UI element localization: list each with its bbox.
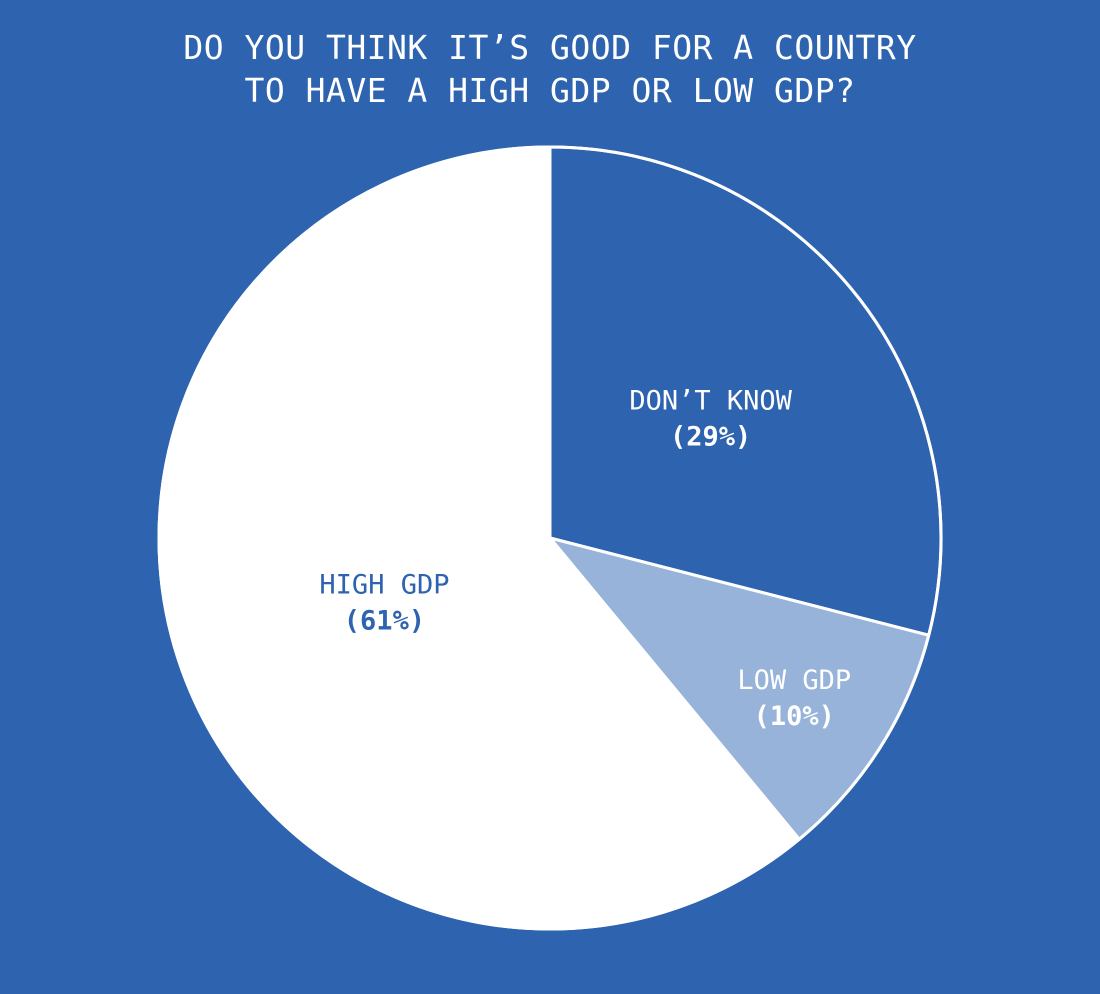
chart-title-line-1: DO YOU THINK IT’S GOOD FOR A COUNTRY xyxy=(183,28,917,67)
slice-percent-high-gdp: (61%) xyxy=(344,606,425,637)
chart-title-line-2: TO HAVE A HIGH GDP OR LOW GDP? xyxy=(244,71,856,110)
slice-label-low-gdp: LOW GDP xyxy=(737,665,851,696)
chart-title: DO YOU THINK IT’S GOOD FOR A COUNTRY TO … xyxy=(0,26,1100,112)
pie-outline xyxy=(157,145,943,931)
slice-label-high-gdp: HIGH GDP xyxy=(319,570,449,601)
slice-percent-low-gdp: (10%) xyxy=(754,701,835,732)
pie-labels: DON’T KNOW (29%) LOW GDP (10%) HIGH GDP (61%) xyxy=(319,385,851,732)
slice-percent-dont-know: (29%) xyxy=(670,421,751,452)
slice-label-dont-know: DON’T KNOW xyxy=(629,385,792,416)
pie-slices xyxy=(157,145,943,931)
